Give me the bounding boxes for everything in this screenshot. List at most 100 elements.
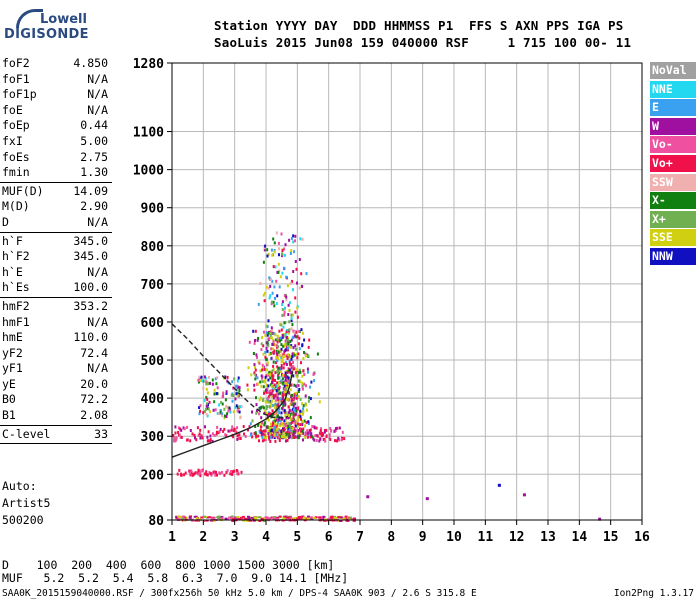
echo-point <box>226 405 229 409</box>
echo-point <box>304 352 307 356</box>
echo-point <box>261 336 264 339</box>
echo-point <box>285 298 288 302</box>
echo-point <box>425 497 429 501</box>
echo-point <box>282 374 285 377</box>
echo-point <box>253 341 256 345</box>
echo-point <box>276 353 279 357</box>
echo-point <box>277 386 280 390</box>
echo-point <box>276 340 279 344</box>
echo-point <box>281 406 284 410</box>
echo-point <box>258 361 261 365</box>
echo-point <box>275 384 278 388</box>
echo-point <box>296 315 299 319</box>
echo-point <box>285 386 288 390</box>
echo-point <box>173 439 176 443</box>
echo-point <box>239 405 241 409</box>
param-label: hmF1 <box>2 314 30 329</box>
echo-point <box>292 288 294 292</box>
echo-point <box>264 429 267 433</box>
echo-point <box>343 437 346 441</box>
echo-point <box>269 373 272 377</box>
echo-point <box>216 516 220 519</box>
echo-point <box>260 342 263 346</box>
param-value: N/A <box>87 102 108 117</box>
echo-point <box>290 394 293 397</box>
echo-point <box>195 517 199 520</box>
echo-point <box>246 388 249 392</box>
echo-point <box>312 516 316 519</box>
echo-point <box>285 382 288 386</box>
echo-point <box>285 361 287 365</box>
echo-point <box>598 517 602 521</box>
echo-point <box>257 516 261 519</box>
echo-point <box>270 248 273 252</box>
echo-point <box>318 439 321 443</box>
param-row-mufd: MUF(D) 14.09 <box>0 184 112 200</box>
echo-point <box>278 429 281 433</box>
param-value: 20.0 <box>80 376 108 391</box>
echo-point <box>297 384 300 388</box>
echo-point <box>291 352 294 356</box>
echo-point <box>287 425 290 428</box>
echo-point <box>235 404 238 408</box>
echo-point <box>292 360 294 364</box>
echo-point <box>234 397 237 401</box>
echo-point <box>210 473 213 477</box>
param-label: h`E <box>2 264 23 279</box>
echo-point <box>205 395 208 399</box>
echo-point <box>296 435 299 439</box>
echo-point <box>301 429 304 433</box>
param-label: MUF(D) <box>2 183 44 198</box>
echo-point <box>276 294 279 298</box>
echo-point <box>290 383 293 387</box>
echo-point <box>282 435 285 439</box>
echo-point <box>224 375 227 379</box>
echo-point <box>282 266 285 270</box>
echo-point <box>294 296 297 300</box>
echo-point <box>261 435 264 439</box>
echo-point <box>230 428 233 432</box>
echo-point <box>288 328 291 332</box>
echo-point <box>259 380 262 384</box>
echo-point <box>236 393 239 397</box>
echo-point <box>276 334 279 338</box>
echo-point <box>270 399 273 403</box>
echo-point <box>277 384 280 388</box>
echo-point <box>282 429 285 433</box>
echo-point <box>182 515 186 518</box>
x-tick-label: 8 <box>387 530 395 545</box>
echo-point <box>193 515 197 518</box>
echo-point <box>284 381 287 385</box>
echo-point <box>272 360 275 364</box>
echo-point <box>270 332 273 336</box>
echo-point <box>274 351 277 355</box>
echo-point <box>264 244 267 248</box>
echo-point <box>276 408 279 412</box>
echo-point <box>204 425 206 429</box>
echo-point <box>289 378 292 382</box>
echo-point <box>233 427 236 431</box>
echo-point <box>284 419 287 423</box>
echo-point <box>283 400 286 404</box>
echo-point <box>278 253 280 257</box>
echo-point <box>301 387 304 391</box>
legend-item-vo: Vo+ <box>650 154 696 172</box>
echo-point <box>285 295 288 299</box>
echo-point <box>205 380 208 384</box>
echo-point <box>268 405 271 408</box>
echo-point <box>213 392 216 396</box>
echo-point <box>274 371 277 375</box>
echo-point <box>206 516 209 519</box>
echo-point <box>292 234 295 238</box>
echo-point <box>266 341 269 345</box>
echo-point <box>269 294 272 298</box>
echo-point <box>297 395 300 399</box>
echo-point <box>283 343 286 347</box>
echo-point <box>214 473 217 477</box>
echo-point <box>312 372 315 375</box>
echo-point <box>201 379 204 383</box>
echo-point <box>254 339 256 342</box>
x-tick-label: 15 <box>603 530 619 545</box>
echo-point <box>291 420 294 424</box>
echo-point <box>202 386 205 390</box>
